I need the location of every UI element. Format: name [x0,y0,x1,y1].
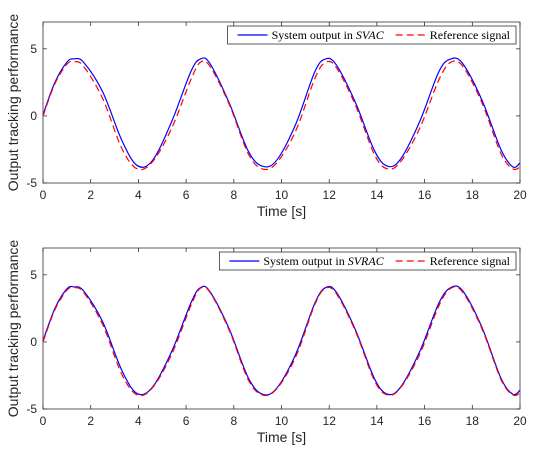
legend: System output in SVRAC Reference signal [218,251,517,271]
x-tick-label: 6 [183,188,190,202]
x-tick-label: 20 [513,414,527,428]
y-tick-label: -5 [26,402,37,416]
x-tick-label: 12 [323,414,337,428]
series-line-system-output [42,57,521,168]
x-tick-label: 16 [418,188,432,202]
y-axis-label: Output tracking performance [5,240,21,418]
x-tick-label: 4 [135,414,142,428]
legend-label-reference: Reference signal [430,254,511,268]
y-tick-label: 0 [30,335,37,349]
y-axis-label: Output tracking performance [5,14,21,192]
y-tick-label: 0 [30,109,37,123]
series-line-reference [42,60,521,171]
x-tick-label: 20 [513,188,527,202]
x-tick-label: 6 [183,414,190,428]
legend-box [227,25,517,45]
x-tick-label: 18 [466,414,480,428]
x-tick-label: 16 [418,414,432,428]
plot-area [42,21,521,184]
x-tick-label: 14 [370,188,384,202]
x-tick-label: 0 [40,188,47,202]
x-axis-label: Time [s] [257,429,306,445]
x-tick-label: 18 [466,188,480,202]
y-tick-label: 5 [30,42,37,56]
x-tick-label: 2 [87,188,94,202]
x-tick-label: 10 [275,414,289,428]
y-tick-label: -5 [26,176,37,190]
x-tick-label: 10 [275,188,289,202]
legend: System output in SVAC Reference signal [227,25,517,45]
legend-label-system-output: System output in SVRAC [263,254,384,268]
plot-area [42,247,521,410]
series-line-system-output [42,285,521,396]
x-tick-label: 4 [135,188,142,202]
series-line-reference [42,286,521,397]
x-tick-label: 2 [87,414,94,428]
x-tick-label: 12 [323,188,337,202]
legend-box [218,251,517,271]
legend-label-system-output: System output in SVAC [272,28,385,42]
x-axis-label: Time [s] [257,203,306,219]
x-tick-label: 0 [40,414,47,428]
y-tick-label: 5 [30,268,37,282]
x-tick-label: 8 [230,414,237,428]
x-tick-label: 8 [230,188,237,202]
x-tick-label: 14 [370,414,384,428]
legend-label-reference: Reference signal [430,28,511,42]
